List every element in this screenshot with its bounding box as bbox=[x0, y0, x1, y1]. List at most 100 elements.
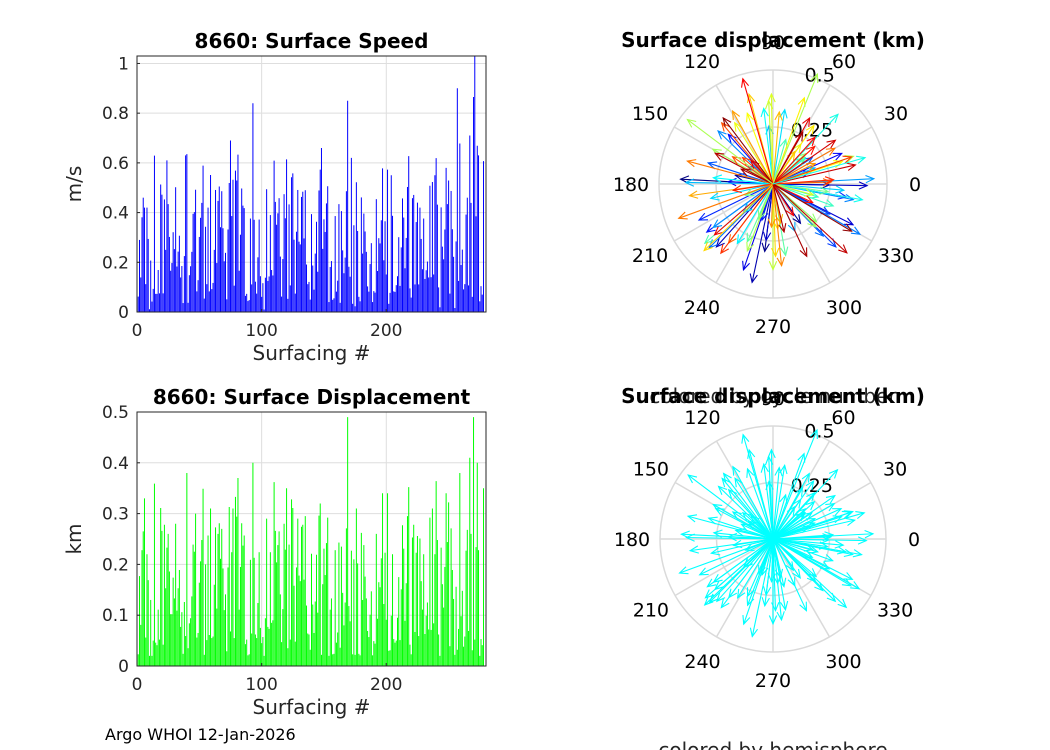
vector-arrowhead bbox=[832, 152, 843, 161]
vector-arrowhead bbox=[785, 206, 795, 217]
x-tick-label: 200 bbox=[370, 675, 402, 695]
displacement-vector bbox=[772, 146, 816, 185]
angle-label: 150 bbox=[633, 459, 669, 481]
vector-arrowhead bbox=[778, 223, 787, 234]
y-tick-label: 0 bbox=[118, 657, 129, 677]
displacement-vector bbox=[717, 130, 774, 185]
vector-arrowhead bbox=[776, 611, 785, 622]
vector-arrowhead bbox=[806, 491, 816, 502]
displacement-vector bbox=[715, 183, 774, 248]
displacement-vector bbox=[772, 109, 786, 185]
displacement-vector bbox=[772, 183, 808, 257]
displacement-vector bbox=[687, 160, 774, 185]
displacement-vector bbox=[772, 147, 836, 185]
angle-label: 0 bbox=[908, 529, 920, 551]
displacement-vector bbox=[772, 538, 783, 620]
polar-subtitle: colored by cycle number bbox=[649, 384, 897, 408]
displacement-vector bbox=[772, 538, 794, 571]
vector-arrowhead bbox=[779, 600, 789, 612]
vector-arrowhead bbox=[703, 234, 714, 245]
displacement-vector bbox=[734, 122, 774, 185]
vector-arrowhead bbox=[721, 477, 731, 488]
displacement-vector bbox=[765, 183, 774, 241]
vector-arrowhead bbox=[834, 540, 845, 549]
displacement-vector bbox=[770, 449, 774, 540]
displacement-vector bbox=[772, 538, 867, 542]
vector-arrowhead bbox=[746, 112, 754, 123]
displacement-vector bbox=[772, 183, 852, 232]
chart-title: 8660: Surface Displacement bbox=[153, 385, 471, 409]
vector-arrowhead bbox=[805, 145, 816, 155]
vector-arrowhead bbox=[829, 113, 839, 123]
vector-arrowhead bbox=[767, 92, 776, 103]
vector-arrowhead bbox=[744, 188, 755, 197]
vector-arrowhead bbox=[825, 147, 836, 156]
vector-arrowhead bbox=[762, 231, 772, 242]
vector-arrowhead bbox=[747, 448, 756, 459]
displacement-vector bbox=[772, 519, 855, 540]
vector-arrowhead bbox=[744, 543, 755, 551]
displacement-vector bbox=[772, 501, 815, 540]
x-tick-label: 0 bbox=[132, 675, 143, 695]
vector-arrowhead bbox=[720, 598, 730, 609]
vector-arrowhead bbox=[805, 124, 815, 135]
x-axis-label: Surfacing # bbox=[253, 341, 371, 365]
displacement-vector bbox=[772, 164, 856, 185]
vector-arrowhead bbox=[713, 226, 724, 236]
vector-arrowhead bbox=[857, 536, 868, 545]
y-tick-label: 0.4 bbox=[102, 454, 129, 474]
polar-title: Surface displacement (km) bbox=[621, 384, 925, 408]
displacement-vector bbox=[772, 183, 777, 257]
vector-arrowhead bbox=[865, 174, 876, 184]
vector-arrowhead bbox=[688, 545, 699, 554]
displacement-vector bbox=[747, 538, 774, 606]
displacement-vector bbox=[751, 183, 774, 283]
displacement-vector bbox=[703, 183, 774, 251]
displacement-vector bbox=[772, 183, 848, 254]
angle-label: 300 bbox=[825, 651, 861, 673]
displacement-vector bbox=[713, 177, 774, 185]
x-tick-label: 0 bbox=[132, 321, 143, 341]
vector-arrowhead bbox=[803, 195, 814, 204]
vector-arrowhead bbox=[731, 184, 742, 194]
vector-arrowhead bbox=[778, 577, 787, 588]
vector-arrowhead bbox=[774, 110, 783, 121]
vector-arrowhead bbox=[712, 174, 723, 183]
vector-arrowhead bbox=[771, 602, 780, 612]
vector-arrowhead bbox=[708, 593, 719, 604]
angle-label: 330 bbox=[878, 245, 914, 267]
polar-spoke bbox=[772, 538, 831, 638]
displacement-vector bbox=[710, 183, 774, 199]
vector-arrowhead bbox=[819, 186, 830, 195]
displacement-vector bbox=[772, 183, 814, 196]
vector-arrowhead bbox=[794, 486, 804, 497]
vector-arrowhead bbox=[703, 596, 714, 606]
displacement-vector bbox=[721, 478, 774, 540]
vector-arrowhead bbox=[774, 466, 783, 477]
vector-arrowhead bbox=[841, 510, 853, 519]
vector-arrowhead bbox=[712, 573, 723, 583]
vector-arrowhead bbox=[697, 212, 709, 221]
vector-arrowhead bbox=[732, 539, 743, 549]
vector-arrowhead bbox=[710, 547, 721, 556]
vector-arrowhead bbox=[767, 218, 776, 229]
displacement-vector bbox=[712, 183, 774, 228]
vector-arrowhead bbox=[686, 514, 698, 523]
angle-label: 60 bbox=[831, 407, 855, 429]
vector-arrowhead bbox=[749, 273, 758, 284]
vector-arrowhead bbox=[708, 239, 718, 249]
displacement-vector bbox=[772, 487, 803, 540]
y-tick-label: 0.3 bbox=[102, 505, 129, 525]
displacement-vector bbox=[679, 538, 774, 574]
vector-arrowhead bbox=[779, 464, 788, 475]
displacement-vector bbox=[733, 538, 774, 546]
y-tick-label: 0.1 bbox=[102, 606, 129, 626]
y-tick-label: 1 bbox=[118, 54, 129, 74]
polar-spoke bbox=[673, 183, 774, 242]
displacement-vector bbox=[772, 183, 783, 266]
displacement-vector bbox=[772, 156, 852, 185]
vector-arrowhead bbox=[677, 211, 688, 220]
vector-arrowhead bbox=[822, 533, 833, 542]
displacement-vector bbox=[721, 122, 774, 185]
displacement-vector bbox=[750, 159, 774, 185]
